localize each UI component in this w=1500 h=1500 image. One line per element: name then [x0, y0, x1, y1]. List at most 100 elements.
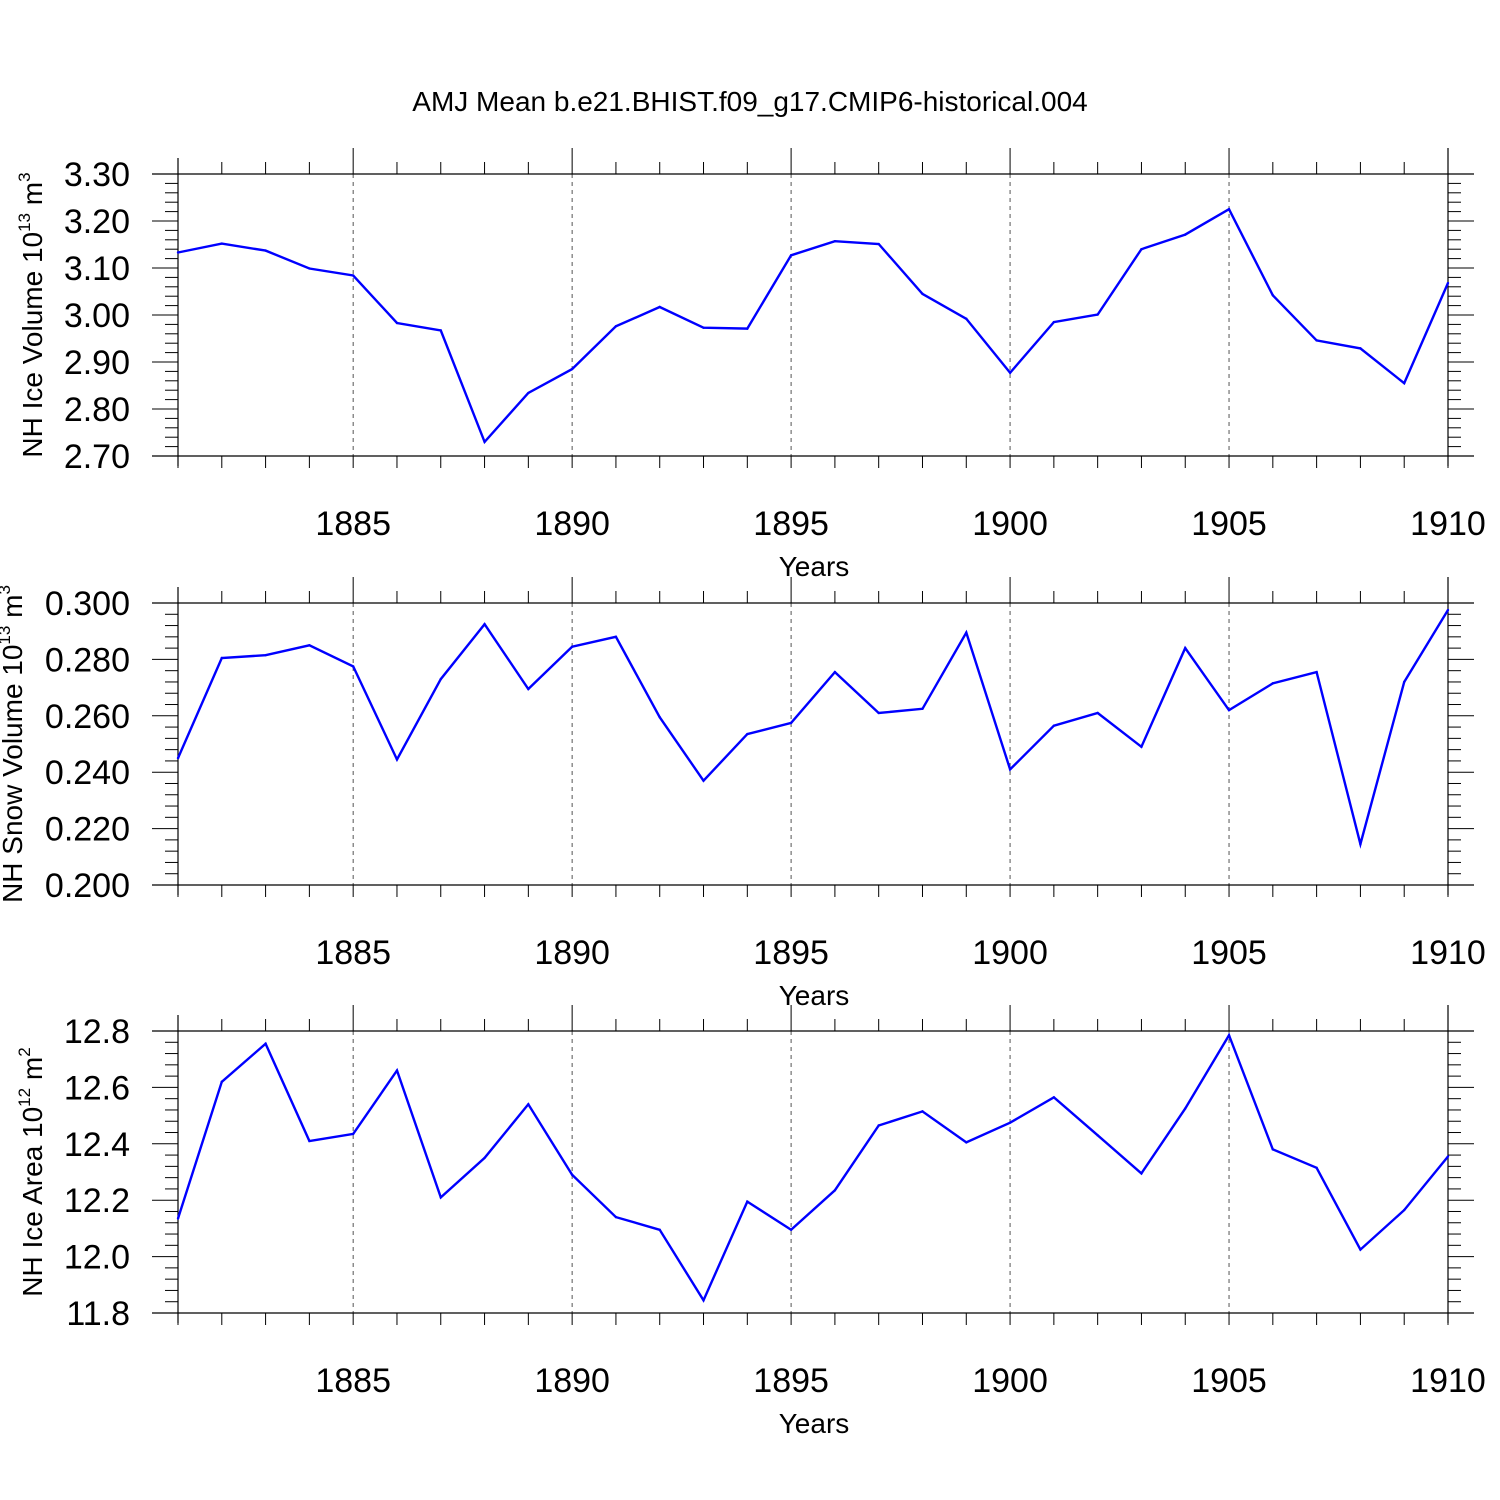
y-tick-label: 3.20: [64, 203, 130, 241]
data-point-1884: [308, 267, 311, 270]
data-point-1884: [308, 644, 311, 647]
data-point-1894: [746, 732, 749, 736]
data-point-1898: [921, 1110, 924, 1113]
x-tick-label-1890: 1890: [534, 934, 610, 972]
data-point-1908: [1359, 842, 1362, 846]
y-axis-title-main: NH Ice Area 10: [17, 1107, 48, 1297]
series-line: [176, 609, 1450, 849]
data-point-1907: [1315, 1166, 1318, 1169]
data-point-1884: [308, 1139, 311, 1143]
x-tick-label-1905: 1905: [1191, 934, 1267, 972]
y-axis-title: NH Ice Area 1012 m2: [15, 1047, 48, 1296]
y-tick-label: 12.6: [64, 1069, 130, 1107]
y-axis-title: NH Snow Volume 1013 m3: [0, 585, 28, 903]
data-point-1893: [702, 1299, 705, 1302]
data-point-1889: [527, 391, 530, 395]
y-axis-title-unit-exponent: 3: [0, 585, 14, 594]
data-point-1894: [746, 327, 749, 330]
data-point-1888: [483, 1156, 486, 1160]
data-point-1902: [1096, 1134, 1099, 1137]
x-tick-label-1895: 1895: [753, 1362, 829, 1400]
data-point-1888: [483, 440, 486, 444]
data-point-1887: [439, 677, 442, 681]
y-tick-label: 0.280: [45, 641, 130, 679]
data-point-1908: [1359, 1248, 1362, 1251]
y-tick-label: 11.8: [66, 1295, 130, 1333]
data-point-1906: [1271, 294, 1275, 297]
panel-3: 1885 1890 1895 1900 1905 1910 Years 11.8 12.0 12.…: [15, 1005, 1486, 1439]
data-point-1907: [1315, 670, 1318, 674]
data-point-1892: [658, 305, 661, 309]
x-tick-label-1885: 1885: [315, 1362, 391, 1400]
y-tick-label: 12.8: [64, 1013, 130, 1051]
data-point-1901: [1052, 724, 1056, 727]
data-point-1910: [1446, 1155, 1450, 1158]
y-tick-label: 0.300: [45, 585, 130, 623]
data-point-1883: [264, 1042, 267, 1045]
data-point-1898: [921, 707, 924, 710]
y-axis-title-main: NH Ice Volume 10: [17, 232, 48, 458]
x-tick-label-1890: 1890: [534, 1362, 610, 1400]
data-point-1904: [1184, 233, 1187, 236]
y-tick-label: 12.4: [64, 1126, 130, 1164]
y-axis-title-unit-exponent: 2: [15, 1047, 34, 1056]
data-point-1891: [614, 325, 618, 328]
data-point-1905: [1227, 1034, 1231, 1037]
x-tick-label-1910: 1910: [1410, 505, 1486, 543]
data-point-1895: [789, 1228, 793, 1232]
data-point-1910: [1446, 608, 1450, 612]
x-tick-label-1885: 1885: [315, 934, 391, 972]
y-axis-title-unit: m: [17, 1057, 48, 1088]
x-axis-title: Years: [779, 1408, 850, 1439]
data-point-1892: [658, 1228, 661, 1232]
data-point-1894: [746, 1200, 749, 1203]
data-point-1904: [1184, 1107, 1187, 1110]
y-axis-title: NH Ice Volume 1013 m3: [15, 172, 48, 457]
y-tick-label: 0.240: [45, 754, 130, 792]
y-tick-label: 0.220: [45, 811, 130, 849]
data-point-1889: [527, 687, 530, 691]
data-point-1886: [395, 321, 399, 325]
data-point-1882: [220, 1080, 223, 1083]
data-point-1906: [1271, 682, 1275, 685]
data-point-1904: [1184, 646, 1187, 650]
y-tick-label: 3.00: [64, 297, 130, 335]
x-tick-label-1900: 1900: [972, 934, 1048, 972]
data-point-1893: [702, 779, 705, 782]
y-tick-label: 2.70: [64, 438, 130, 476]
data-point-1893: [702, 326, 705, 329]
y-tick-label: 3.30: [64, 156, 130, 194]
x-tick-label-1910: 1910: [1410, 934, 1486, 972]
data-point-1886: [395, 758, 399, 761]
x-tick-label-1895: 1895: [753, 505, 829, 543]
data-point-1899: [965, 1141, 968, 1144]
data-point-1881: [176, 756, 180, 760]
data-point-1883: [264, 249, 267, 252]
y-tick-label: 3.10: [64, 250, 130, 288]
x-tick-label-1885: 1885: [315, 505, 391, 543]
data-point-1907: [1315, 339, 1318, 342]
data-point-1891: [614, 1215, 618, 1219]
y-tick-label: 12.2: [64, 1182, 130, 1220]
data-point-1885: [351, 1132, 355, 1136]
data-point-1897: [877, 242, 880, 246]
data-point-1903: [1140, 1172, 1143, 1175]
y-tick-label: 2.80: [64, 391, 130, 429]
data-point-1885: [351, 665, 355, 668]
data-point-1908: [1359, 347, 1362, 350]
series-line: [176, 1032, 1449, 1303]
x-tick-label-1905: 1905: [1191, 1362, 1267, 1400]
y-axis-title-exponent: 13: [0, 626, 14, 645]
data-point-1896: [833, 670, 837, 674]
data-point-1900: [1008, 371, 1012, 375]
panel-1: 1885 1890 1895 1900 1905 1910 Years 2.70 2.80 2.9…: [15, 148, 1486, 582]
data-point-1903: [1140, 745, 1143, 749]
data-point-1886: [395, 1069, 399, 1072]
x-tick-label-1900: 1900: [972, 1362, 1048, 1400]
y-axis-title-unit: m: [17, 182, 48, 213]
y-axis-title-unit-exponent: 3: [15, 172, 34, 181]
data-point-1896: [833, 240, 837, 243]
data-point-1895: [789, 254, 793, 257]
y-tick-label: 0.260: [45, 698, 130, 736]
data-point-1909: [1403, 680, 1406, 684]
